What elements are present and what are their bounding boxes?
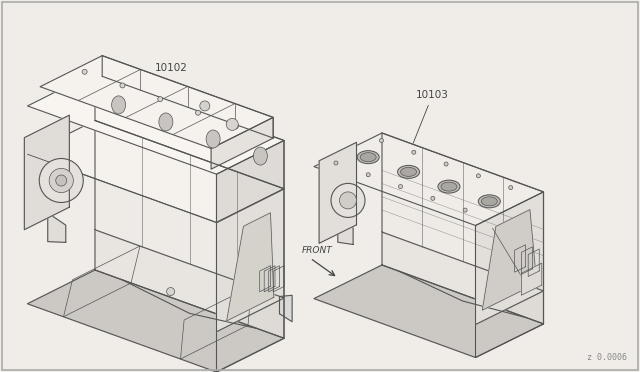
Circle shape <box>196 110 200 115</box>
Circle shape <box>476 174 481 178</box>
Circle shape <box>431 196 435 201</box>
Polygon shape <box>319 142 356 243</box>
Circle shape <box>463 208 467 212</box>
Polygon shape <box>95 121 284 298</box>
Polygon shape <box>40 56 273 148</box>
Polygon shape <box>382 133 543 291</box>
Text: 10102: 10102 <box>139 63 188 92</box>
Polygon shape <box>216 189 284 332</box>
Ellipse shape <box>438 180 460 193</box>
Ellipse shape <box>360 153 376 162</box>
Ellipse shape <box>397 166 420 179</box>
Polygon shape <box>24 115 69 230</box>
Polygon shape <box>280 295 292 322</box>
Polygon shape <box>338 217 353 244</box>
Circle shape <box>380 138 383 142</box>
Circle shape <box>200 101 210 111</box>
Ellipse shape <box>441 182 457 191</box>
Polygon shape <box>28 270 284 372</box>
Circle shape <box>366 173 370 177</box>
Polygon shape <box>314 265 543 357</box>
Text: 10103: 10103 <box>406 90 449 162</box>
Polygon shape <box>476 192 543 324</box>
Polygon shape <box>382 232 543 324</box>
Circle shape <box>227 118 238 130</box>
Ellipse shape <box>357 151 379 164</box>
Ellipse shape <box>478 195 500 208</box>
Polygon shape <box>522 263 542 295</box>
Ellipse shape <box>401 167 417 176</box>
Polygon shape <box>95 72 284 189</box>
Circle shape <box>82 69 87 74</box>
Circle shape <box>234 124 238 129</box>
Ellipse shape <box>253 147 268 165</box>
Polygon shape <box>227 213 274 321</box>
Circle shape <box>39 158 83 202</box>
Polygon shape <box>216 141 284 222</box>
Circle shape <box>399 185 403 189</box>
Circle shape <box>49 169 74 193</box>
Ellipse shape <box>481 197 497 206</box>
Circle shape <box>334 161 338 165</box>
Circle shape <box>120 83 125 88</box>
Circle shape <box>331 183 365 217</box>
Ellipse shape <box>159 113 173 131</box>
Polygon shape <box>211 118 273 169</box>
Ellipse shape <box>206 130 220 148</box>
Circle shape <box>509 186 513 190</box>
Circle shape <box>157 97 163 102</box>
Polygon shape <box>48 213 66 243</box>
Circle shape <box>412 150 416 154</box>
Polygon shape <box>28 72 284 174</box>
Polygon shape <box>95 230 284 338</box>
Polygon shape <box>476 291 543 357</box>
Text: FRONT: FRONT <box>302 246 333 255</box>
Polygon shape <box>216 298 284 372</box>
Polygon shape <box>314 133 543 225</box>
Ellipse shape <box>111 96 125 114</box>
Text: z 0.0006: z 0.0006 <box>587 353 627 362</box>
Circle shape <box>444 162 448 166</box>
Polygon shape <box>102 56 273 138</box>
Circle shape <box>56 175 67 186</box>
Circle shape <box>166 288 175 295</box>
Circle shape <box>339 192 356 209</box>
Polygon shape <box>28 121 284 222</box>
Polygon shape <box>483 209 537 310</box>
